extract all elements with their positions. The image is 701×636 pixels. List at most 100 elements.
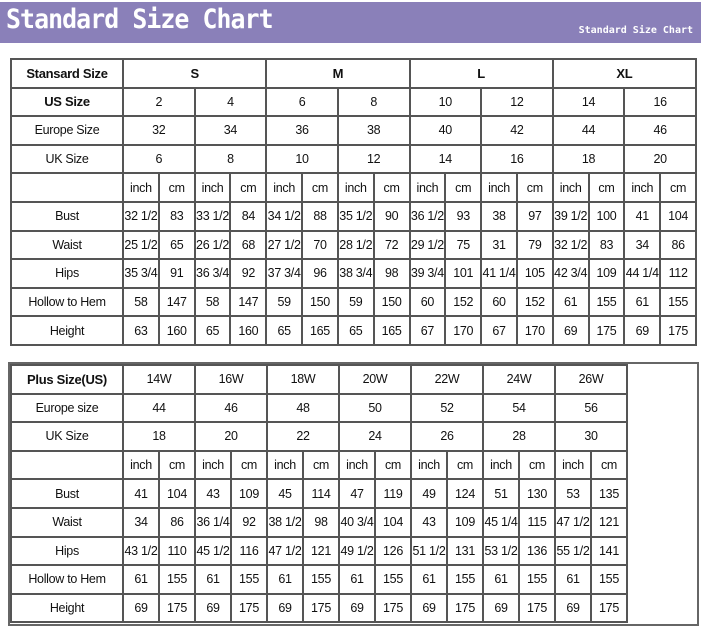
value-cell: 70 [301, 229, 339, 261]
unit-cell: inch [194, 449, 232, 481]
size-header: 24W [482, 364, 556, 395]
unit-cell: cm [518, 449, 556, 481]
value-cell: 38 1/2 [266, 506, 304, 538]
measurement-row: Bust 32 1/2 83 33 1/2 84 34 1/2 88 35 1/2 90 36 1… [10, 200, 697, 232]
unit-cell: inch [336, 172, 375, 203]
value-cell: 36 1/4 [194, 506, 232, 538]
value-cell: 61 [338, 564, 376, 595]
measurement-row: Height 69 175 69 175 69 175 69 175 69 175 69 175 69 17… [10, 592, 628, 624]
size-letter-row: Stansard Size S M L XL [10, 58, 698, 89]
uk-size-cell: 14 [408, 143, 483, 175]
value-cell: 101 [444, 258, 483, 289]
value-cell: 45 1/2 [194, 535, 232, 567]
value-cell: 38 3/4 [336, 258, 375, 289]
size-header: M [265, 58, 411, 89]
value-cell: 116 [230, 535, 268, 567]
value-cell: 72 [372, 229, 411, 261]
unit-cell: inch [551, 172, 590, 203]
value-cell: 61 [482, 564, 520, 595]
row-header: Europe Size [10, 115, 124, 146]
row-header: Hips [10, 535, 124, 567]
value-cell: 34 [623, 229, 662, 261]
value-cell: 86 [158, 506, 196, 538]
value-cell: 88 [301, 200, 339, 232]
value-cell: 119 [374, 478, 412, 509]
row-header: Stansard Size [10, 58, 124, 89]
uk-size-cell: 22 [266, 421, 340, 452]
value-cell: 47 1/2 [266, 535, 304, 567]
value-cell: 155 [518, 564, 556, 595]
us-size-cell: 4 [193, 86, 268, 118]
value-cell: 170 [444, 315, 483, 346]
uk-size-cell: 6 [122, 143, 196, 175]
europe-size-cell: 40 [408, 115, 483, 146]
value-cell: 44 1/4 [623, 258, 662, 289]
unit-cell: inch [338, 449, 376, 481]
value-cell: 63 [122, 315, 160, 346]
value-cell: 115 [518, 506, 556, 538]
europe-size-cell: 50 [338, 392, 412, 424]
row-header: Height [10, 592, 124, 624]
value-cell: 40 3/4 [338, 506, 376, 538]
value-cell: 69 [410, 592, 448, 624]
value-cell: 141 [590, 535, 628, 567]
unit-cell: inch [122, 449, 160, 481]
europe-size-cell: 32 [122, 115, 196, 146]
value-cell: 37 3/4 [265, 258, 304, 289]
value-cell: 155 [230, 564, 268, 595]
plus-size-row: Plus Size(US) 14W 16W 18W 20W 22W 24W 26W [10, 364, 628, 395]
unit-cell: cm [515, 172, 554, 203]
value-cell: 83 [587, 229, 626, 261]
value-cell: 69 [482, 592, 520, 624]
row-header: Hips [10, 258, 124, 289]
unit-cell: inch [482, 449, 520, 481]
europe-size-cell: 36 [265, 115, 339, 146]
value-cell: 150 [372, 286, 411, 318]
row-header: Hollow to Hem [10, 564, 124, 595]
value-cell: 58 [193, 286, 232, 318]
europe-size-cell: 52 [410, 392, 484, 424]
unit-cell: cm [229, 172, 268, 203]
value-cell: 109 [446, 506, 484, 538]
uk-size-row: UK Size 18 20 22 24 26 28 30 [10, 421, 628, 452]
us-size-cell: 16 [623, 86, 697, 118]
value-cell: 86 [659, 229, 697, 261]
size-header: 18W [266, 364, 340, 395]
value-cell: 175 [659, 315, 697, 346]
value-cell: 83 [157, 200, 196, 232]
value-cell: 39 3/4 [408, 258, 447, 289]
value-cell: 32 1/2 [551, 229, 590, 261]
value-cell: 104 [158, 478, 196, 509]
value-cell: 69 [122, 592, 160, 624]
value-cell: 60 [480, 286, 518, 318]
measurement-row: Waist 34 86 36 1/4 92 38 1/2 98 40 3/4 104 43 109 4… [10, 506, 628, 538]
europe-size-row: Europe size 44 46 48 50 52 54 56 [10, 392, 628, 424]
uk-size-cell: 18 [122, 421, 196, 452]
value-cell: 130 [518, 478, 556, 509]
value-cell: 53 [554, 478, 592, 509]
value-cell: 36 3/4 [193, 258, 232, 289]
size-header: 20W [338, 364, 412, 395]
row-header: UK Size [10, 143, 124, 175]
size-header: 14W [122, 364, 196, 395]
value-cell: 42 3/4 [551, 258, 590, 289]
value-cell: 45 [266, 478, 304, 509]
value-cell: 68 [229, 229, 268, 261]
row-header: Hollow to Hem [10, 286, 124, 318]
europe-size-cell: 46 [194, 392, 268, 424]
value-cell: 67 [408, 315, 447, 346]
value-cell: 69 [554, 592, 592, 624]
value-cell: 65 [265, 315, 304, 346]
unit-cell: cm [157, 172, 196, 203]
value-cell: 175 [158, 592, 196, 624]
value-cell: 93 [444, 200, 483, 232]
uk-size-cell: 12 [336, 143, 411, 175]
us-size-cell: 12 [480, 86, 554, 118]
value-cell: 34 [122, 506, 160, 538]
size-header: XL [551, 58, 698, 89]
uk-size-row: UK Size 6 8 10 12 14 16 18 20 [10, 143, 697, 175]
value-cell: 69 [266, 592, 304, 624]
unit-cell: cm [446, 449, 484, 481]
value-cell: 150 [301, 286, 339, 318]
europe-size-cell: 34 [193, 115, 268, 146]
